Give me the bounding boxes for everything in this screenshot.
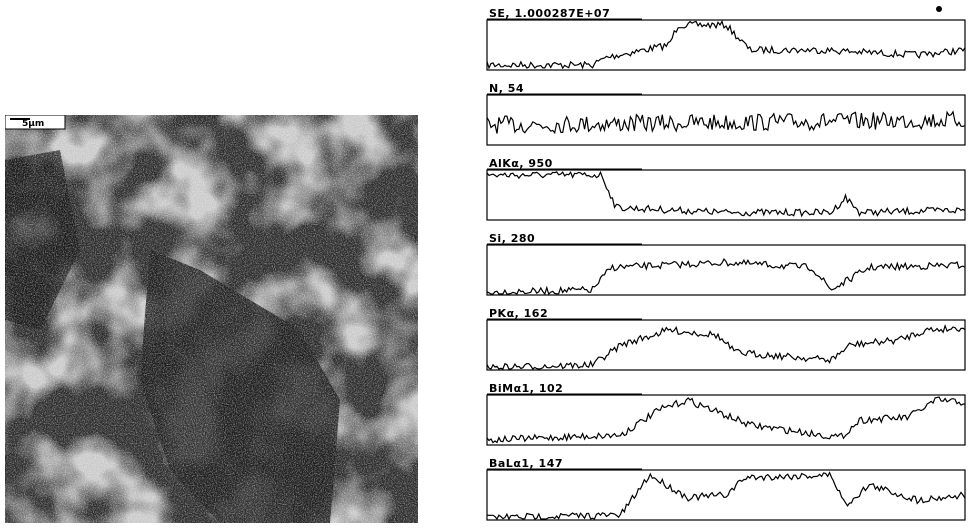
profile-label: AlKα, 950 [489, 157, 553, 170]
profile-label: N, 54 [489, 82, 524, 95]
marker-dot [936, 6, 942, 12]
profile-label: BiMα1, 102 [489, 382, 563, 395]
profile-frame [487, 170, 965, 220]
profile-label: PKα, 162 [489, 307, 548, 320]
profile-frame [487, 395, 965, 445]
scale-bar-label: 5μm [22, 119, 44, 129]
line-profiles: SE, 1.000287E+07 N, 54 AlKα, 950 Si, 280 PKα… [487, 6, 965, 520]
profile-trace [487, 172, 965, 216]
profile-trace [487, 112, 965, 134]
profile-frame [487, 20, 965, 70]
profile-trace [487, 326, 965, 369]
profile-frame [487, 95, 965, 145]
profile-trace [487, 397, 965, 443]
profile-trace [487, 22, 965, 69]
profile-label: BaLα1, 147 [489, 457, 563, 470]
figure: 5μm SE, 1.000287E+07 N, 54 AlKα, 950 Si, 28… [0, 0, 969, 528]
profile-label: SE, 1.000287E+07 [489, 7, 610, 20]
profile-trace [487, 259, 965, 294]
sem-image: 5μm [5, 115, 418, 523]
profile-frame [487, 245, 965, 295]
profile-label: Si, 280 [489, 232, 535, 245]
profile-trace [487, 473, 965, 519]
